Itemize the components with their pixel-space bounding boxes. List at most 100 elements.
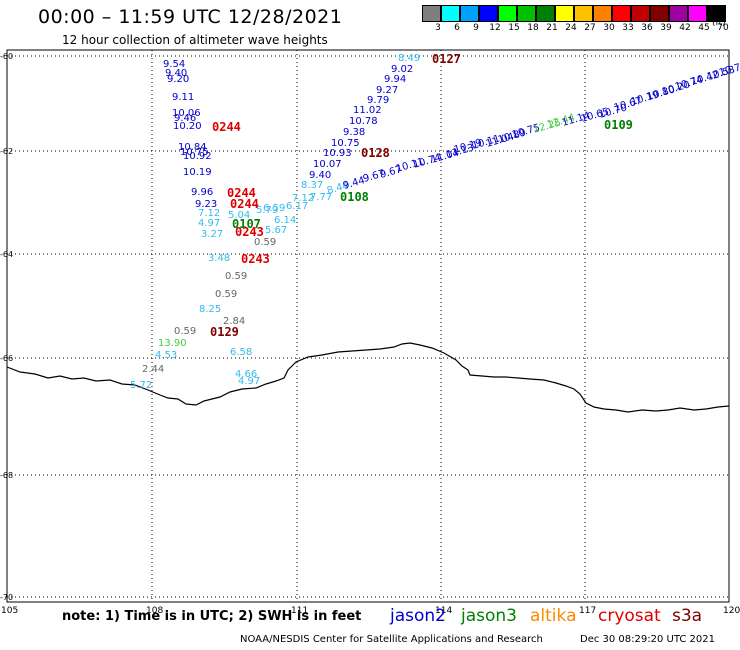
pass-time-label: 0127	[432, 52, 461, 66]
scale-swatch	[536, 5, 555, 22]
wave-height-label: 4.53	[155, 350, 177, 361]
scale-label: 6	[454, 23, 460, 33]
scale-label: 15	[508, 23, 520, 33]
scale-label: 21	[546, 23, 558, 33]
wave-height-label: 3.27	[201, 229, 223, 240]
scale-label: 24	[565, 23, 577, 33]
wave-height-label: 7.12	[292, 193, 314, 204]
scale-label: 45	[698, 23, 710, 33]
pass-time-label: 0244	[227, 186, 256, 200]
wave-height-label: 6.59	[263, 203, 285, 214]
pass-time-label: 0108	[340, 190, 369, 204]
scale-swatch	[574, 5, 593, 22]
scale-label: 12	[489, 23, 501, 33]
longitude-label: 111	[291, 606, 308, 616]
scale-swatch	[498, 5, 517, 22]
wave-height-label: 9.46	[174, 113, 196, 124]
wave-height-label: 9.11	[172, 92, 194, 103]
satellite-name-jason2: jason2	[390, 606, 446, 626]
wave-height-label: 0.59	[215, 289, 237, 300]
scale-label: 33	[622, 23, 634, 33]
wave-height-label: 10.20	[173, 121, 202, 132]
wave-height-label: 11.02	[353, 105, 382, 116]
scale-label: 42	[679, 23, 691, 33]
pass-time-label: 0128	[361, 146, 390, 160]
wave-height-label: 0.59	[254, 237, 276, 248]
scale-swatch	[612, 5, 631, 22]
scale-swatch	[707, 5, 726, 22]
wave-height-label: 9.27	[376, 85, 398, 96]
satellite-name-s3a: s3a	[672, 606, 703, 626]
scale-swatch	[441, 5, 460, 22]
pass-time-label: 0244	[230, 197, 259, 211]
wave-height-label: 6.14	[274, 215, 296, 226]
antarctic-coastline	[6, 342, 730, 413]
satellite-name-jason3: jason3	[461, 606, 517, 626]
pass-time-label: 0243	[241, 252, 270, 266]
wave-height-label: 3.48	[208, 253, 230, 264]
wave-height-label: 5.72	[130, 380, 152, 391]
scale-swatch	[460, 5, 479, 22]
scale-swatch	[650, 5, 669, 22]
scale-swatch	[517, 5, 536, 22]
scale-swatch	[555, 5, 574, 22]
satellite-name-altika: altika	[530, 606, 577, 626]
pass-time-label: 0244	[212, 120, 241, 134]
wave-height-label: 9.96	[191, 187, 213, 198]
credit-text: NOAA/NESDIS Center for Satellite Applica…	[240, 634, 543, 645]
scale-label: 27	[584, 23, 596, 33]
scale-swatch	[631, 5, 650, 22]
scale-label: 9	[473, 23, 479, 33]
wave-height-label: 8.37	[301, 180, 323, 191]
wave-height-label: 10.06	[172, 108, 201, 119]
timestamp-text: Dec 30 08:29:20 UTC 2021	[580, 634, 715, 645]
wave-height-label: 10.75	[180, 147, 209, 158]
wave-height-label: 8.25	[199, 304, 221, 315]
wave-height-label: 9.54	[163, 59, 185, 70]
latitude-label: -68	[0, 471, 13, 480]
scale-unit: (ft)	[712, 18, 726, 28]
wave-height-label: 7.77	[310, 192, 332, 203]
longitude-label: 120	[723, 606, 740, 616]
wave-height-label: 13.90	[158, 338, 187, 349]
wave-height-label: 7.12	[198, 208, 220, 219]
wave-height-label: 10.93	[323, 148, 352, 159]
latitude-label: -60	[0, 52, 13, 61]
latitude-label: -62	[0, 147, 13, 156]
map-title: 00:00 – 11:59 UTC 12/28/2021	[38, 6, 343, 28]
wave-height-label: 9.02	[391, 64, 413, 75]
pass-time-label: 0109	[604, 118, 633, 132]
wave-height-label: 10.07	[313, 159, 342, 170]
wave-height-label: 4.97	[238, 376, 260, 387]
wave-height-label: 5.79	[256, 205, 278, 216]
latitude-label: -66	[0, 354, 13, 363]
scale-swatch	[479, 5, 498, 22]
wave-height-label: 10.7	[718, 62, 740, 79]
pass-time-label: 0107	[232, 217, 261, 231]
wave-height-label: 9.38	[343, 127, 365, 138]
latitude-label: -64	[0, 250, 13, 259]
wave-height-label: 9.23	[195, 199, 217, 210]
latitude-label: -70	[0, 593, 13, 602]
wave-height-label: 10.19	[183, 167, 212, 178]
wave-height-label: 9.79	[367, 95, 389, 106]
scale-swatch	[688, 5, 707, 22]
wave-height-label: 5.67	[265, 225, 287, 236]
longitude-label: 108	[146, 606, 163, 616]
scale-label: 36	[641, 23, 653, 33]
wave-height-label: 4.97	[198, 218, 220, 229]
wave-height-label: 4.66	[235, 369, 257, 380]
grid-lines	[7, 50, 729, 602]
wave-height-label: 10.92	[183, 151, 212, 162]
wave-height-label: 9.40	[165, 68, 187, 79]
map-frame	[6, 49, 730, 603]
wave-height-label: 8.49	[398, 53, 420, 64]
wave-height-label: 10.84	[178, 142, 207, 153]
wave-height-label: 9.20	[167, 74, 189, 85]
wave-height-label: 2.44	[142, 364, 164, 375]
scale-label: 30	[603, 23, 615, 33]
scale-swatch	[669, 5, 688, 22]
scale-swatch	[593, 5, 612, 22]
wave-height-label: 5.04	[228, 210, 250, 221]
